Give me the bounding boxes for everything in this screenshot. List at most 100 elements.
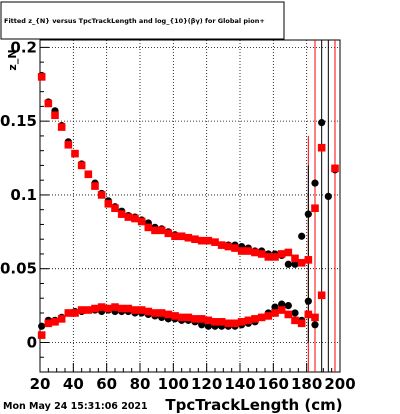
data-point-black	[291, 309, 299, 317]
data-point-red	[224, 242, 233, 251]
data-point-red	[137, 306, 146, 314]
data-point-black	[278, 300, 286, 308]
x-tick-label: 60	[96, 375, 117, 393]
x-tick-label: 100	[158, 375, 189, 393]
x-tick-label: 40	[63, 375, 84, 393]
data-point-red	[157, 226, 166, 235]
data-point-red	[111, 303, 119, 311]
data-point-red	[277, 306, 286, 314]
data-point-red	[124, 304, 133, 313]
data-point-red	[224, 319, 233, 328]
data-point-black	[38, 322, 46, 330]
data-point-red	[251, 248, 259, 257]
data-point-red	[297, 259, 306, 267]
data-point-black	[298, 232, 306, 240]
data-point-red	[124, 213, 133, 221]
data-point-red	[104, 199, 113, 208]
data-point-red	[97, 303, 106, 311]
data-point-red	[164, 229, 173, 238]
data-point-red	[244, 316, 253, 325]
data-point-red	[197, 315, 206, 323]
data-point-red	[264, 312, 273, 320]
y-tick-label: 0.1	[10, 186, 37, 204]
data-point-red	[164, 310, 173, 319]
data-point-red	[144, 307, 153, 316]
data-point-red	[211, 318, 219, 326]
data-point-black	[304, 210, 312, 218]
data-point-red	[211, 238, 219, 246]
data-point-red	[84, 306, 93, 314]
data-point-red	[77, 306, 86, 314]
timestamp: Mon May 24 15:31:06 2021	[3, 401, 148, 412]
data-point-red	[264, 253, 273, 261]
data-point-red	[317, 143, 326, 152]
data-point-black	[311, 179, 319, 187]
data-point-red	[291, 316, 299, 325]
axis-ticks	[39, 46, 341, 372]
data-point-black	[271, 303, 279, 311]
data-point-red	[191, 315, 199, 323]
data-point-red	[131, 306, 139, 314]
data-point-red	[104, 304, 113, 313]
data-points	[37, 71, 339, 339]
data-point-red	[44, 319, 53, 328]
data-point-red	[184, 313, 193, 322]
data-point-black	[284, 302, 292, 310]
data-point-red	[251, 315, 259, 323]
y-tick-label: 0.15	[0, 112, 37, 130]
data-point-red	[77, 161, 86, 170]
data-point-red	[111, 204, 119, 213]
data-point-red	[237, 247, 246, 255]
data-point-red	[177, 232, 186, 241]
data-point-red	[171, 232, 179, 241]
data-point-red	[57, 123, 66, 131]
data-point-red	[84, 170, 93, 179]
data-point-red	[157, 309, 166, 317]
x-tick-label: 120	[191, 375, 222, 393]
y-tick-label: 0.05	[0, 260, 37, 278]
data-point-red	[217, 241, 226, 249]
x-tick-label: 160	[258, 375, 289, 393]
data-point-red	[331, 164, 339, 173]
data-point-red	[177, 313, 186, 322]
x-tick-labels: 20 40 60 80 100 120 140 160 180 200	[30, 375, 356, 393]
data-point-black	[204, 322, 212, 330]
data-point-red	[51, 111, 59, 120]
data-point-black	[291, 260, 299, 268]
chart-title: Fitted z_{N} versus TpcTrackLength and l…	[4, 17, 265, 25]
data-point-red	[317, 291, 326, 300]
data-point-red	[71, 309, 79, 317]
x-axis-label: TpcTrackLength (cm)	[165, 396, 342, 414]
data-point-red	[217, 318, 226, 326]
data-point-red	[197, 236, 206, 245]
data-point-red	[257, 313, 266, 322]
data-point-black	[198, 321, 206, 329]
data-point-red	[97, 191, 106, 199]
data-point-red	[44, 99, 53, 108]
y-tick-label: 0.2	[10, 38, 37, 56]
data-point-black	[318, 119, 326, 127]
title-box	[0, 1, 285, 40]
data-point-black	[284, 260, 292, 268]
x-tick-label: 140	[224, 375, 255, 393]
y-tick-labels: 0 0.05 0.1 0.15 0.2	[0, 38, 37, 351]
x-tick-label: 200	[324, 375, 355, 393]
data-point-red	[64, 309, 73, 317]
data-point-red	[91, 304, 99, 313]
data-point-red	[37, 331, 46, 339]
data-point-red	[244, 247, 253, 255]
data-point-red	[277, 250, 286, 258]
data-point-red	[51, 318, 59, 326]
y-axis-label: z_N	[6, 49, 19, 70]
data-point-red	[117, 210, 126, 218]
data-point-red	[271, 253, 279, 261]
data-point-red	[57, 315, 66, 323]
data-point-red	[257, 250, 266, 258]
x-tick-label: 80	[130, 375, 151, 393]
data-point-red	[137, 217, 146, 226]
data-point-red	[291, 254, 299, 263]
data-point-black	[304, 297, 312, 305]
data-point-red	[184, 233, 193, 242]
y-tick-label: 0	[27, 333, 37, 351]
